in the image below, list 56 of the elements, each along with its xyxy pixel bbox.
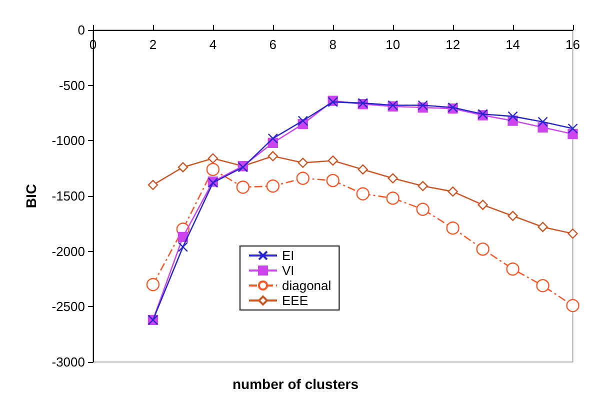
point [208,153,218,164]
x-tick-label: 12 [446,37,460,52]
x-tick-label: 2 [149,37,157,52]
point [566,298,580,312]
y-tick-label: 0 [78,22,85,38]
point [328,155,338,166]
point [146,278,160,292]
x-tick-label: 8 [329,37,336,52]
point [506,262,520,276]
x-tick-label: 4 [209,37,217,52]
point [268,151,278,162]
point [418,100,428,110]
point [206,162,220,176]
point [418,180,428,192]
point [296,172,310,185]
x-axis-title: number of clusters [232,376,359,392]
point [538,222,548,232]
point [508,111,518,122]
point [326,174,340,188]
y-tick-label: -1000 [52,133,85,148]
legend-label: diagonal [282,278,332,293]
point [446,221,460,235]
point [478,200,488,210]
point [178,242,188,252]
point [386,192,400,205]
y-axis-title: BIC [23,184,39,208]
point [236,180,250,194]
point [298,116,308,126]
y-tick-label: -2000 [52,244,85,259]
legend-label: VI [282,263,294,278]
point [358,164,368,175]
point [388,173,398,184]
y-tick-label: -3000 [52,354,85,370]
point [508,210,518,222]
x-tick-label: 14 [506,37,520,52]
point [148,180,158,190]
point [266,179,280,193]
x-tick-label: 10 [386,37,400,52]
y-tick-label: -500 [58,78,85,93]
point [178,162,188,172]
point [536,279,550,292]
y-tick-label: -1500 [52,188,85,204]
point [298,158,308,168]
point [268,133,278,144]
point [568,228,578,239]
point [356,187,370,200]
point [448,186,458,197]
point [476,242,490,256]
point [416,202,430,216]
y-tick-label: -2500 [52,299,85,314]
x-tick-label: 6 [269,37,277,52]
point [568,123,578,134]
point [538,116,548,127]
x-tick-label: 16 [566,37,580,52]
legend-label: EEE [282,293,308,308]
legend-label: EI [282,248,294,263]
